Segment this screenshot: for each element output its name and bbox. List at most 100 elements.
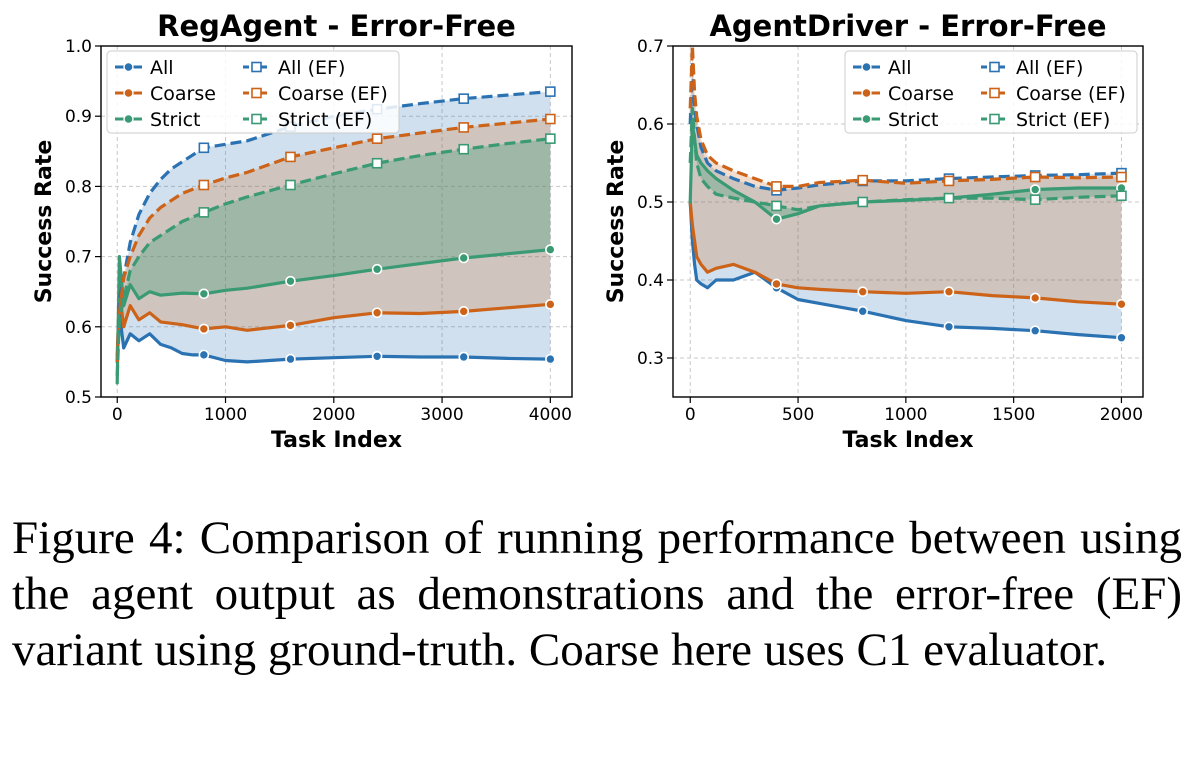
x-axis-label: Task Index xyxy=(271,428,402,453)
legend-label: All (EF) xyxy=(278,57,345,79)
legend-swatch-marker xyxy=(861,87,872,99)
series-marker xyxy=(1116,190,1127,202)
plot-area xyxy=(115,86,556,385)
legend-label: Coarse (EF) xyxy=(1016,83,1126,105)
legend-label: All (EF) xyxy=(1016,57,1083,79)
legend-label: All xyxy=(150,57,174,79)
series-marker xyxy=(771,200,782,212)
series-marker xyxy=(458,143,470,155)
legend-entry: Coarse (EF) xyxy=(981,83,1126,105)
legend-label: Coarse (EF) xyxy=(278,83,388,105)
legend-label: Coarse xyxy=(888,83,954,105)
series-marker xyxy=(1029,194,1041,205)
legend-entry: All (EF) xyxy=(243,57,345,79)
x-tick-label: 0 xyxy=(685,405,696,425)
legend-entry: Strict xyxy=(853,109,939,131)
series-marker xyxy=(1029,171,1041,183)
legend-entry: Coarse xyxy=(115,83,216,105)
series-line-all xyxy=(115,311,552,364)
series-marker xyxy=(857,286,869,298)
y-tick-label: 0.5 xyxy=(637,193,664,213)
x-tick-label: 2000 xyxy=(312,405,355,425)
x-tick-label: 0 xyxy=(112,405,123,425)
figure-caption: Figure 4: Comparison of running performa… xyxy=(12,512,1182,676)
series-marker xyxy=(1116,171,1127,183)
series-marker xyxy=(371,157,383,169)
y-tick-label: 1.0 xyxy=(65,37,92,57)
legend-label: Coarse xyxy=(150,83,216,105)
legend-swatch-marker xyxy=(989,113,1000,125)
legend-entry: All (EF) xyxy=(981,57,1083,79)
series-marker xyxy=(1029,184,1041,195)
series-marker xyxy=(458,122,470,133)
legend-label: Strict (EF) xyxy=(1016,109,1110,131)
y-axis-label: Success Rate xyxy=(32,140,57,304)
series-marker xyxy=(1116,332,1127,344)
x-tick-label: 1000 xyxy=(204,405,247,425)
legend-entry: Strict xyxy=(115,109,201,131)
y-tick-label: 0.5 xyxy=(65,388,92,408)
legend-entry: All xyxy=(853,57,912,79)
y-tick-label: 0.6 xyxy=(65,318,92,338)
x-tick-label: 2000 xyxy=(1100,405,1143,425)
y-tick-label: 0.8 xyxy=(65,177,92,197)
legend-swatch-marker xyxy=(861,113,872,125)
legend-swatch-marker xyxy=(989,87,1000,99)
series-marker xyxy=(545,86,556,97)
series-marker xyxy=(458,306,470,317)
series-marker xyxy=(198,142,210,154)
series-marker xyxy=(198,288,210,300)
y-tick-label: 0.4 xyxy=(637,271,664,291)
legend-label: Strict (EF) xyxy=(278,109,372,131)
series-marker xyxy=(943,321,955,333)
x-tick-label: 4000 xyxy=(529,405,572,425)
plot-area xyxy=(688,46,1127,344)
series-marker xyxy=(198,323,210,335)
series-marker xyxy=(1029,292,1041,304)
series-marker xyxy=(857,174,869,186)
chart-title: RegAgent - Error-Free xyxy=(157,9,516,43)
chart-title: AgentDriver - Error-Free xyxy=(709,9,1106,43)
series-marker xyxy=(771,213,782,225)
series-marker xyxy=(771,278,782,290)
series-marker xyxy=(285,151,296,163)
x-tick-label: 1500 xyxy=(992,405,1035,425)
series-marker xyxy=(943,286,955,298)
legend-swatch-marker xyxy=(123,113,134,125)
plot-frame xyxy=(672,45,1144,398)
series-marker xyxy=(545,353,556,365)
series-marker xyxy=(1029,325,1041,337)
series-marker xyxy=(285,275,296,287)
x-tick-label: 1000 xyxy=(884,405,927,425)
legend-label: Strict xyxy=(888,109,939,131)
legend-swatch-marker xyxy=(251,113,262,125)
legend-swatch-marker xyxy=(251,61,262,73)
series-marker xyxy=(458,93,470,104)
series-marker xyxy=(285,179,296,191)
series-marker xyxy=(458,351,470,363)
series-line-coarse xyxy=(115,290,552,357)
series-marker xyxy=(371,133,383,144)
x-tick-label: 500 xyxy=(782,405,814,425)
legend: All Coarse Strict All (EF) Coarse (EF) Strict… xyxy=(106,50,400,134)
band-coarse xyxy=(117,119,551,362)
chart-panel-2: 0 500 1000 1500 2000 0.3 0.4 0.5 0.6 0.7 AgentDriv… xyxy=(604,9,1144,453)
chart-panel-1: 0 1000 2000 3000 4000 0.5 0.6 0.7 0.8 0.9 1.0 RegAg… xyxy=(32,9,573,453)
legend-swatch-marker xyxy=(123,61,134,73)
legend-swatch-marker xyxy=(123,87,134,99)
figure: 0 1000 2000 3000 4000 0.5 0.6 0.7 0.8 0.9 1.0 RegAg… xyxy=(32,9,1144,453)
series-marker xyxy=(371,350,383,362)
band-strict xyxy=(117,138,551,383)
plot-frame xyxy=(100,45,573,398)
legend-entry: All xyxy=(115,57,174,79)
y-tick-label: 0.9 xyxy=(65,107,92,127)
series-marker xyxy=(943,175,955,187)
series-marker xyxy=(371,307,383,319)
y-tick-label: 0.7 xyxy=(637,37,664,57)
y-tick-label: 0.7 xyxy=(65,248,92,268)
series-marker xyxy=(545,299,556,310)
series-marker xyxy=(458,252,470,264)
legend-swatch-marker xyxy=(989,61,1000,73)
band-coarse xyxy=(690,46,1122,305)
series-marker xyxy=(371,263,383,275)
